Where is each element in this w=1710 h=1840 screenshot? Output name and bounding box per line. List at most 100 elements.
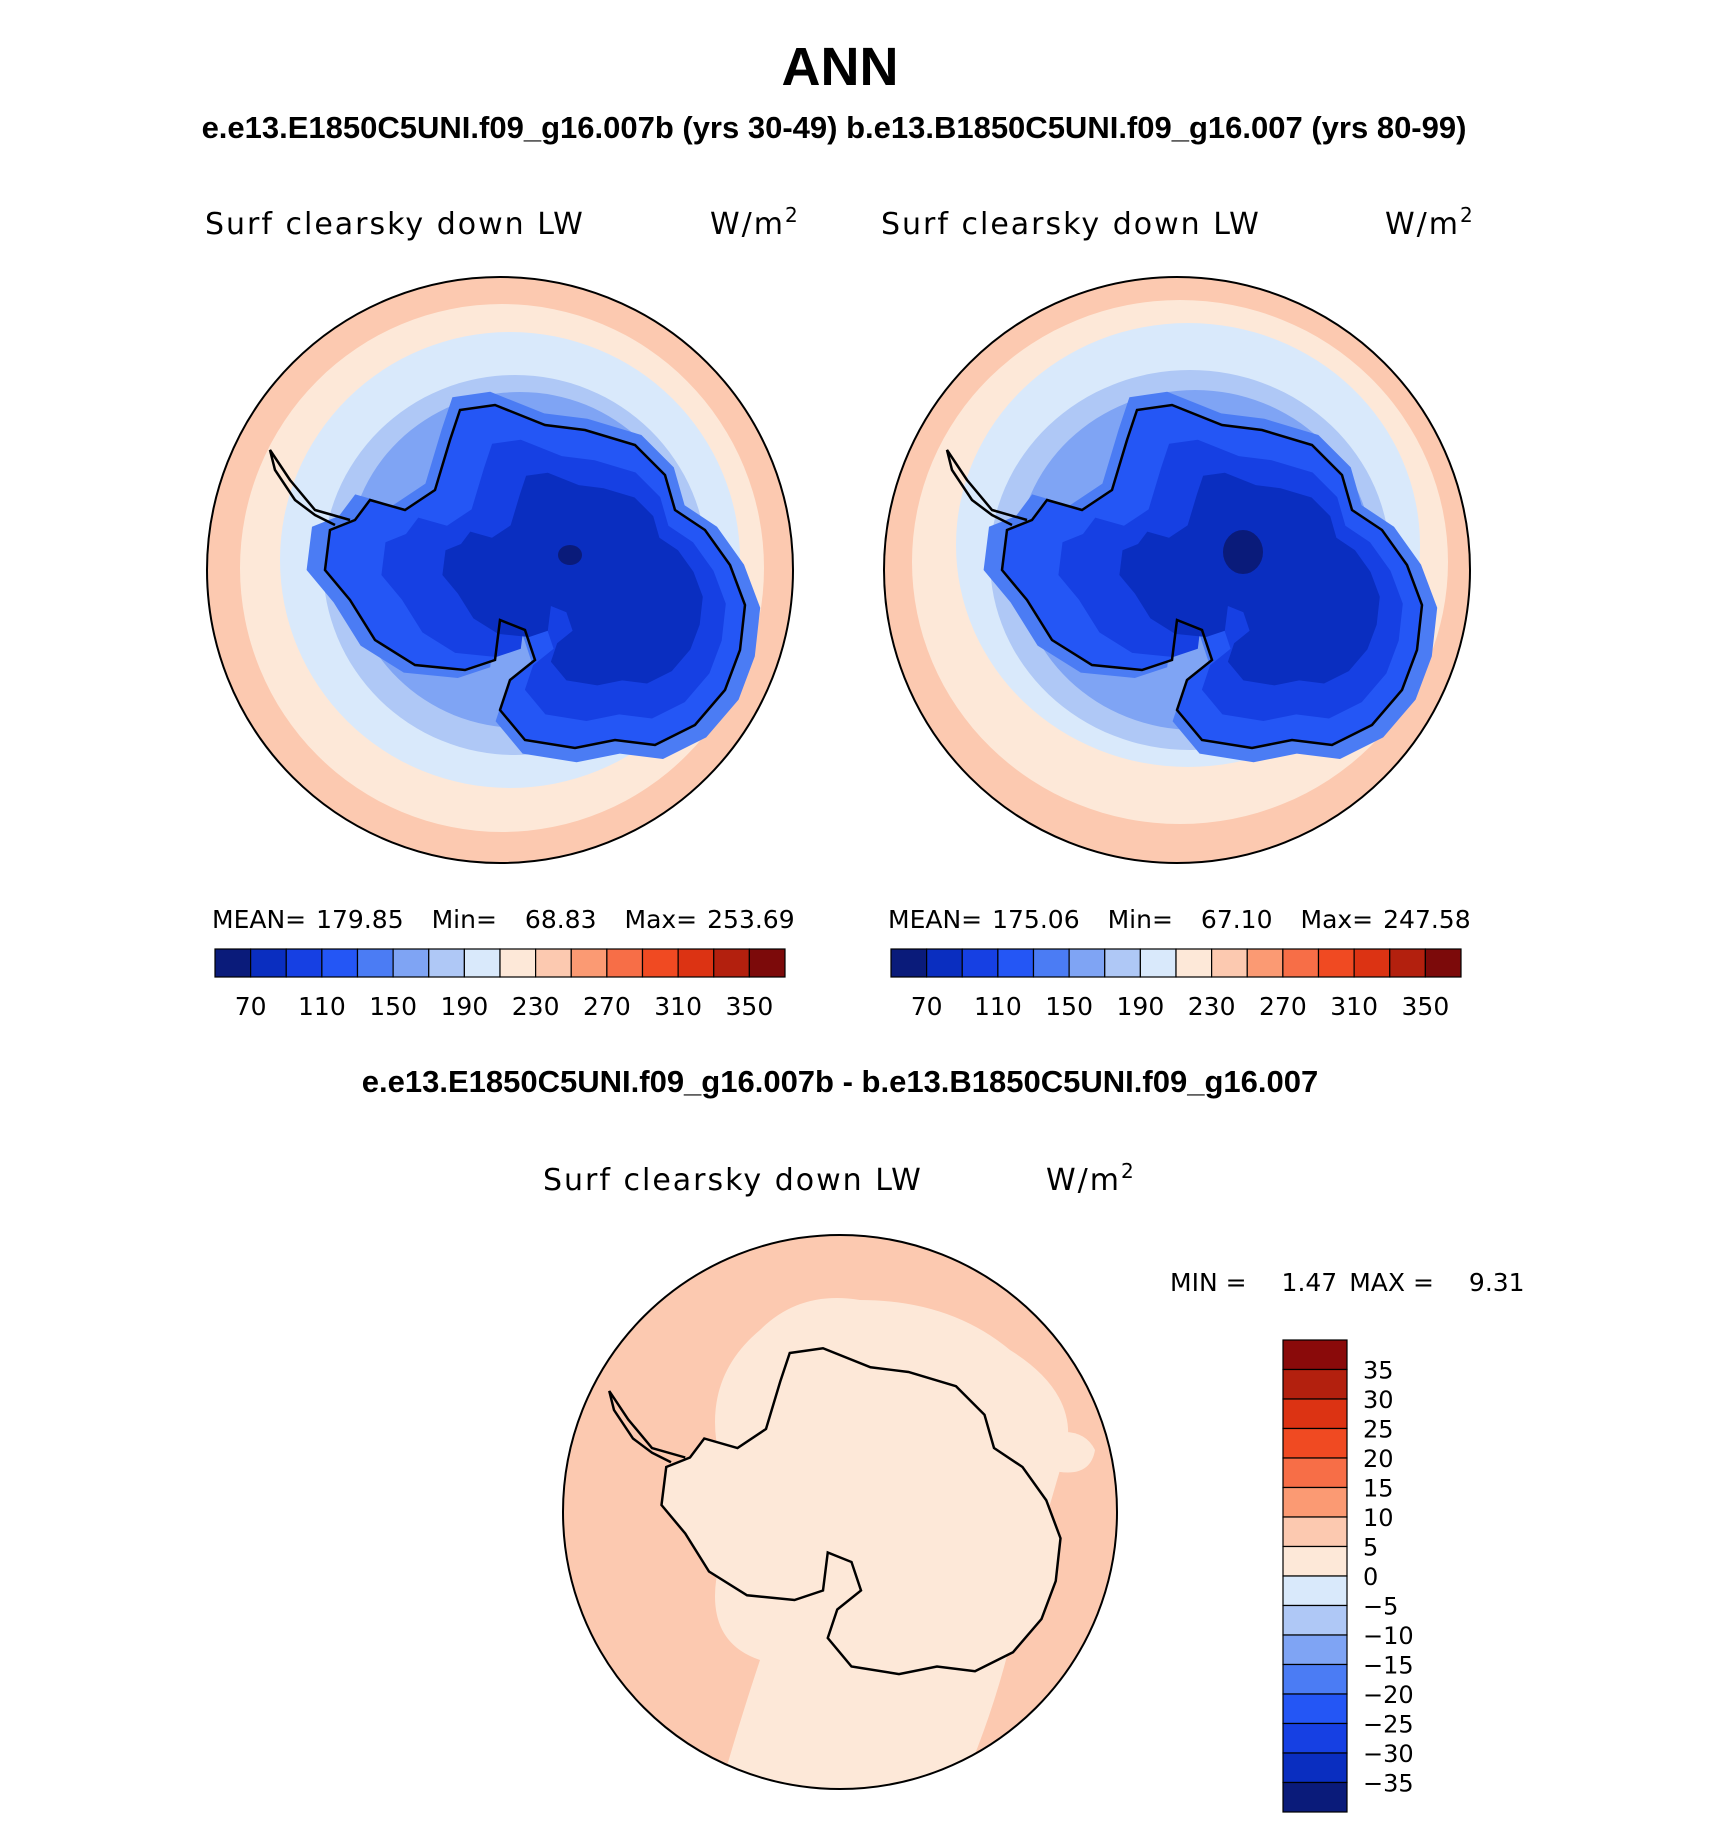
panel-a-colorbar-swatch bbox=[285, 948, 323, 978]
panel-b-colorbar-tick-label: 150 bbox=[1045, 992, 1093, 1021]
panel-c-colorbar-swatch bbox=[1282, 1781, 1348, 1813]
panel-b-colorbar: 70 110 150 190 230 270 310 350 bbox=[890, 948, 1462, 1021]
panel-b-colorbar-swatch bbox=[1424, 948, 1462, 978]
panel-a-colorbar-swatch bbox=[214, 948, 252, 978]
panel-c-colorbar-tick-label: 30 bbox=[1363, 1386, 1394, 1414]
page-title: ANN bbox=[782, 37, 899, 97]
panel-a-colorbar-tick-label: 190 bbox=[441, 992, 489, 1021]
panel-a-units: W/m2 bbox=[710, 203, 800, 242]
panel-a-colorbar-swatch bbox=[641, 948, 679, 978]
panel-c-colorbar-tick-label: −35 bbox=[1363, 1770, 1414, 1798]
panel-b-colorbar-swatch bbox=[997, 948, 1035, 978]
panel-b-colorbar-swatch bbox=[1104, 948, 1141, 978]
panel-model-e: Surf clearsky down LW W/m2 MEAN= 179.85 Mi… bbox=[205, 203, 800, 1021]
panel-b-variable-title: Surf clearsky down LW bbox=[881, 207, 1261, 242]
panel-a-colorbar-swatch bbox=[606, 948, 644, 978]
panel-b-colorbar-swatch bbox=[926, 948, 963, 978]
panel-a-colorbar-tick-label: 70 bbox=[235, 992, 267, 1021]
panel-a-colorbar-swatch bbox=[392, 948, 430, 978]
panel-a-colorbar-tick-label: 270 bbox=[583, 992, 631, 1021]
panel-model-b: Surf clearsky down LW W/m2 MEAN= 175.06 Mi… bbox=[881, 203, 1475, 1021]
panel-b-map-border bbox=[883, 276, 1471, 864]
panel-b-colorbar-tick-label: 270 bbox=[1259, 992, 1307, 1021]
panel-c-colorbar-swatch bbox=[1282, 1516, 1348, 1548]
panel-c-colorbar-tick-label: −10 bbox=[1363, 1622, 1414, 1650]
panel-b-colorbar-swatch bbox=[1317, 948, 1355, 978]
panel-b-colorbar-swatch bbox=[890, 948, 928, 978]
panel-c-map bbox=[563, 1235, 1117, 1789]
panel-c-colorbar-tick-label: −30 bbox=[1363, 1740, 1414, 1768]
panel-c-colorbar-tick-label: 25 bbox=[1363, 1416, 1394, 1444]
panel-a-map-border bbox=[206, 276, 794, 864]
panel-c-colorbar-swatch bbox=[1282, 1722, 1348, 1754]
contour-fill-70 bbox=[558, 545, 582, 565]
panel-a-colorbar-tick-label: 230 bbox=[512, 992, 560, 1021]
panel-a-colorbar-tick-label: 150 bbox=[369, 992, 417, 1021]
panel-a-colorbar-swatch bbox=[677, 948, 715, 978]
panel-a-colorbar-swatch bbox=[499, 948, 537, 978]
panel-b-colorbar-swatch bbox=[961, 948, 999, 978]
difference-title: e.e13.E1850C5UNI.f09_g16.007b - b.e13.B1… bbox=[362, 1064, 1318, 1099]
panel-a-variable-title: Surf clearsky down LW bbox=[205, 207, 585, 242]
panel-a-colorbar-swatch bbox=[321, 948, 359, 978]
panel-c-colorbar-tick-label: −25 bbox=[1363, 1711, 1414, 1739]
panel-b-colorbar-tick-label: 190 bbox=[1117, 992, 1165, 1021]
panel-a-colorbar-swatch bbox=[428, 948, 465, 978]
panel-b-colorbar-swatch bbox=[1211, 948, 1248, 978]
panel-c-colorbar-swatch bbox=[1282, 1545, 1348, 1577]
panel-c-colorbar-swatch bbox=[1282, 1752, 1348, 1784]
panel-c-colorbar-swatch bbox=[1282, 1693, 1348, 1725]
panel-a-colorbar-tick-label: 110 bbox=[298, 992, 346, 1021]
panel-c-colorbar-swatch bbox=[1282, 1427, 1348, 1459]
panel-c-colorbar-swatch bbox=[1282, 1398, 1348, 1430]
panel-c-map-border bbox=[562, 1234, 1118, 1790]
panel-a-colorbar-swatch bbox=[356, 948, 394, 978]
panel-b-colorbar-swatch bbox=[1032, 948, 1070, 978]
panel-c-stats: MIN = 1.47 MAX = 9.31 bbox=[1170, 1268, 1525, 1297]
panel-c-variable-title: Surf clearsky down LW bbox=[543, 1163, 923, 1198]
panel-a-colorbar-swatch bbox=[250, 948, 287, 978]
panel-a-colorbar: 70 110 150 190 230 270 310 350 bbox=[214, 948, 786, 1021]
panel-a-colorbar-swatch bbox=[535, 948, 572, 978]
panel-c-colorbar-swatch bbox=[1282, 1634, 1348, 1666]
panel-a-colorbar-tick-label: 350 bbox=[726, 992, 774, 1021]
panel-c-colorbar-swatch bbox=[1282, 1604, 1348, 1636]
panel-b-colorbar-tick-label: 350 bbox=[1402, 992, 1450, 1021]
panel-difference: Surf clearsky down LW W/m2 MIN = 1.47 MAX … bbox=[543, 1159, 1525, 1813]
panel-a-map bbox=[207, 277, 793, 863]
panel-c-colorbar-tick-label: 0 bbox=[1363, 1563, 1378, 1591]
panel-c-colorbar-tick-label: −20 bbox=[1363, 1681, 1414, 1709]
panel-c-colorbar-swatch bbox=[1282, 1486, 1348, 1518]
panel-c-colorbar-tick-label: 35 bbox=[1363, 1357, 1394, 1385]
panel-c-colorbar-swatch bbox=[1282, 1575, 1348, 1607]
panel-b-colorbar-swatch bbox=[1246, 948, 1284, 978]
panel-b-colorbar-tick-label: 110 bbox=[974, 992, 1022, 1021]
panel-b-colorbar-tick-label: 310 bbox=[1330, 992, 1378, 1021]
panel-c-colorbar-swatch bbox=[1282, 1457, 1348, 1489]
panel-a-colorbar-swatch bbox=[713, 948, 750, 978]
panel-c-colorbar-tick-label: 5 bbox=[1363, 1534, 1378, 1562]
panel-b-colorbar-tick-label: 70 bbox=[911, 992, 943, 1021]
panel-c-colorbar-swatch bbox=[1282, 1339, 1348, 1371]
panel-b-colorbar-swatch bbox=[1282, 948, 1320, 978]
panel-b-colorbar-swatch bbox=[1389, 948, 1426, 978]
panel-c-colorbar-tick-label: −15 bbox=[1363, 1652, 1414, 1680]
panel-b-colorbar-swatch bbox=[1175, 948, 1213, 978]
panel-b-map bbox=[884, 277, 1470, 863]
panel-b-colorbar-swatch bbox=[1353, 948, 1391, 978]
panel-c-units: W/m2 bbox=[1046, 1159, 1136, 1198]
page-subtitle: e.e13.E1850C5UNI.f09_g16.007b (yrs 30-49… bbox=[202, 110, 1467, 145]
panel-a-colorbar-swatch bbox=[463, 948, 501, 978]
panel-a-colorbar-swatch bbox=[570, 948, 608, 978]
panel-c-colorbar-tick-label: 20 bbox=[1363, 1445, 1394, 1473]
panel-b-colorbar-swatch bbox=[1068, 948, 1106, 978]
panel-a-colorbar-swatch bbox=[748, 948, 786, 978]
panel-b-stats: MEAN= 175.06 Min= 67.10 Max= 247.58 bbox=[888, 905, 1471, 934]
panel-c-colorbar-tick-label: −5 bbox=[1363, 1593, 1398, 1621]
panel-a-colorbar-tick-label: 310 bbox=[654, 992, 702, 1021]
panel-b-colorbar-swatch bbox=[1139, 948, 1177, 978]
panel-c-colorbar-swatch bbox=[1282, 1663, 1348, 1695]
panel-b-units: W/m2 bbox=[1385, 203, 1475, 242]
